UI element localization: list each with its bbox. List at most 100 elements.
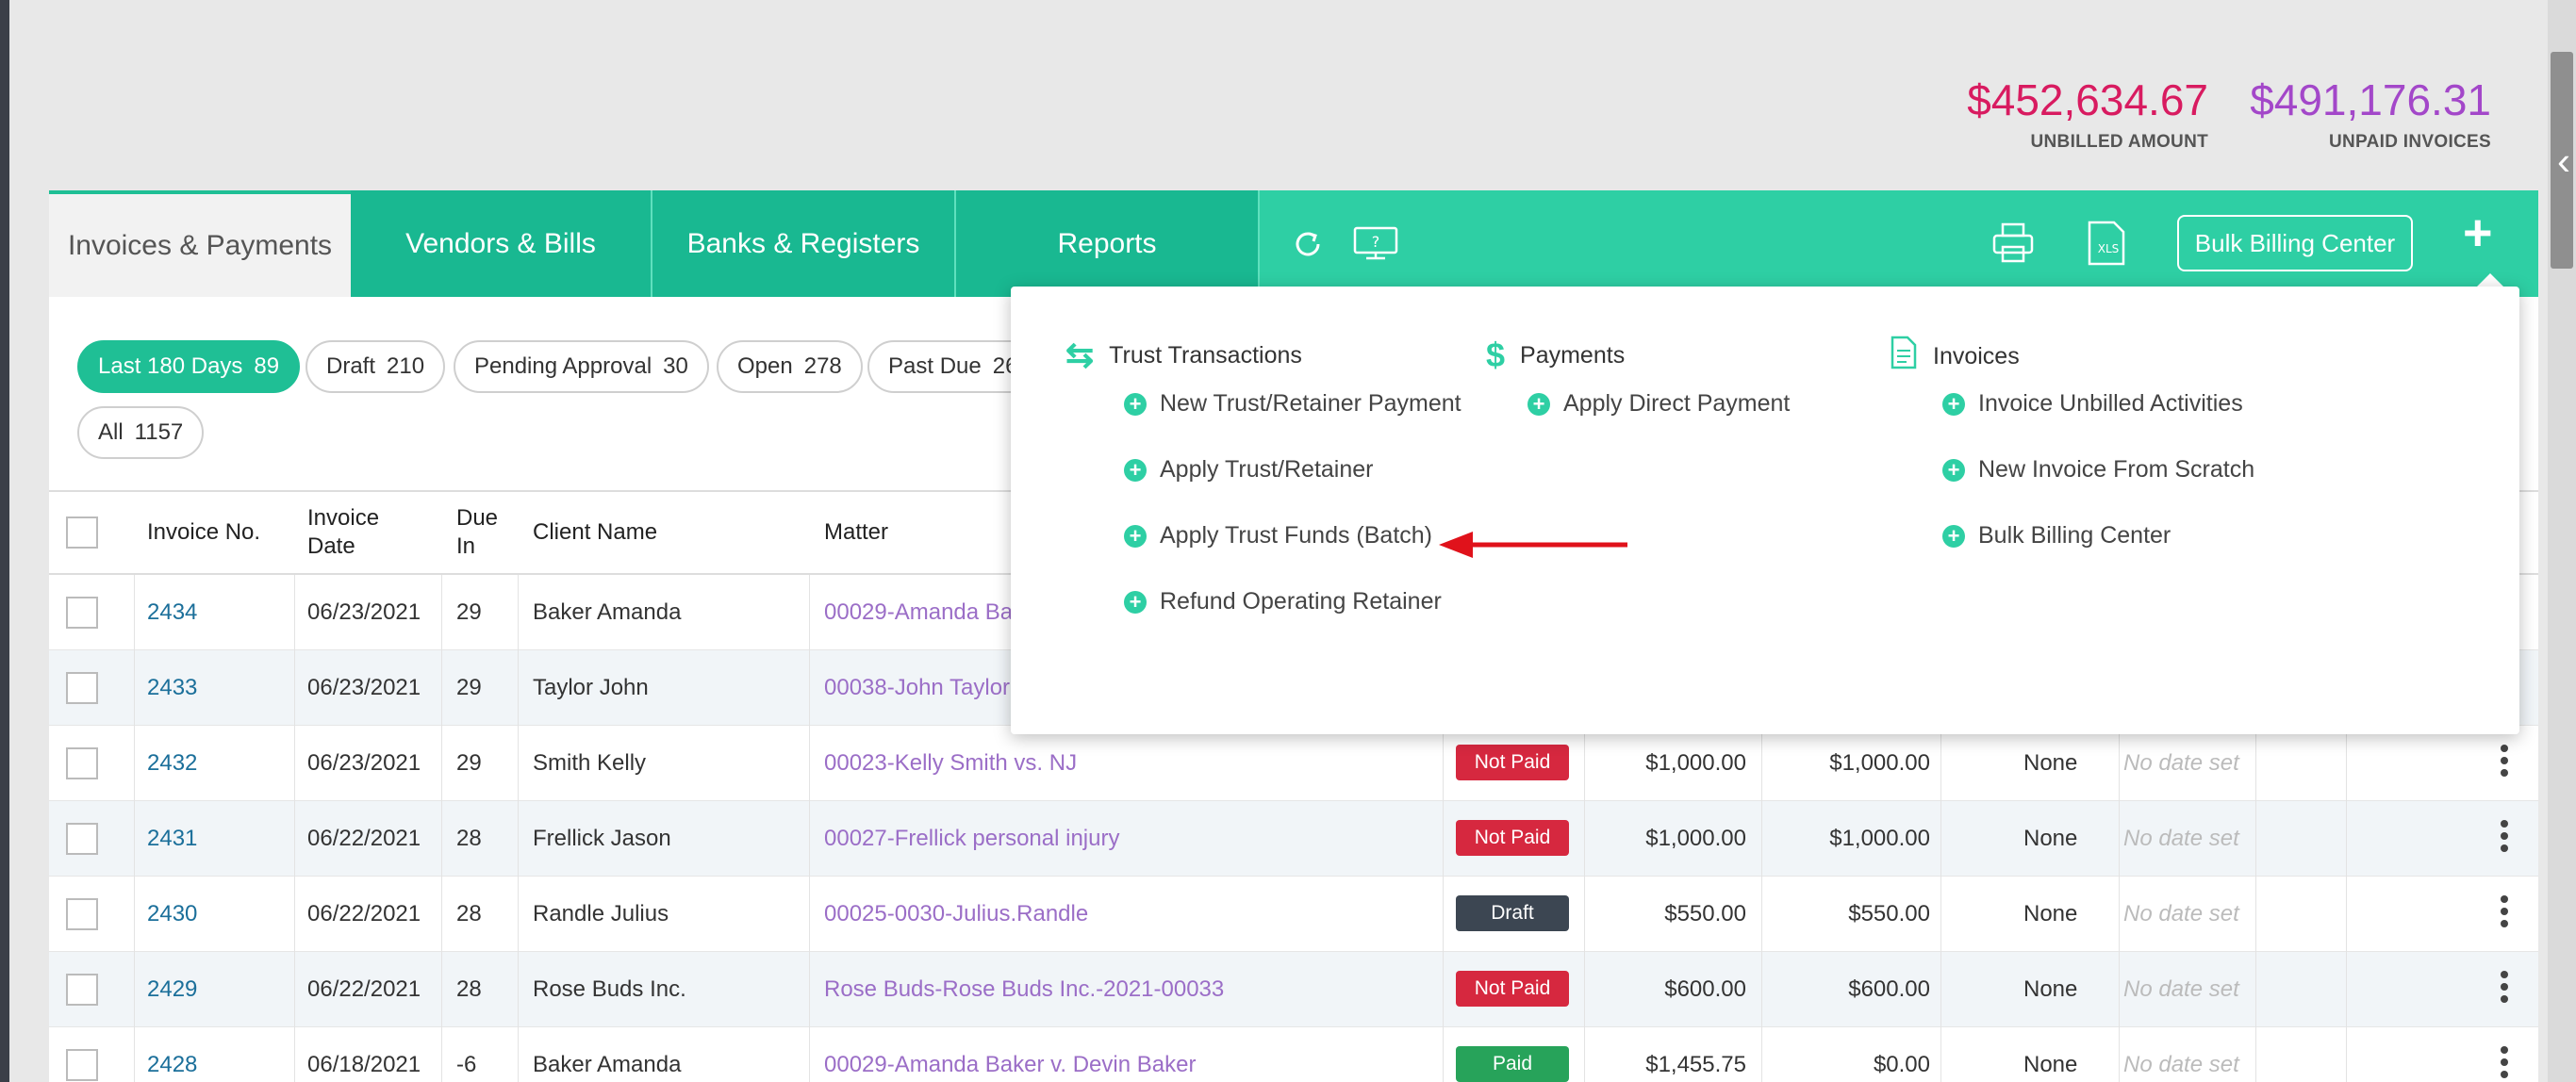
filter-pending-approval[interactable]: Pending Approval 30 <box>454 340 709 393</box>
client-name: Taylor John <box>533 675 649 700</box>
column-divider <box>1761 1027 1762 1082</box>
column-divider <box>2119 726 2120 801</box>
row-checkbox[interactable] <box>66 1049 98 1081</box>
bulk-billing-center-button[interactable]: Bulk Billing Center <box>2177 215 2413 271</box>
header-invoice-date[interactable]: Invoice Date <box>307 505 380 559</box>
client-name: Rose Buds Inc. <box>533 976 686 1002</box>
column-divider <box>1940 877 1941 952</box>
header-due-in[interactable]: Due In <box>456 505 499 559</box>
xls-export-icon[interactable]: XLS <box>2084 221 2131 270</box>
select-all-checkbox[interactable] <box>66 516 98 549</box>
filter-past-due[interactable]: Past Due 26 <box>867 340 1039 393</box>
matter-link[interactable]: 00025-0030-Julius.Randle <box>824 901 1089 926</box>
column-divider <box>294 650 295 726</box>
tab-vendors-bills[interactable]: Vendors & Bills <box>351 190 652 297</box>
trust-applied: None <box>2023 750 2078 776</box>
row-checkbox[interactable] <box>66 974 98 1006</box>
scrollbar-thumb[interactable] <box>2551 52 2573 269</box>
invoice-number-link[interactable]: 2428 <box>147 1052 198 1077</box>
table-row[interactable]: 2428 06/18/2021 -6 Baker Amanda 00029-Amanda… <box>49 1027 2538 1082</box>
filter-count: 1157 <box>134 419 184 445</box>
trust-transactions-heading: ⇆ Trust Transactions <box>1065 336 1302 375</box>
header-matter[interactable]: Matter <box>824 519 889 545</box>
client-name: Baker Amanda <box>533 599 682 625</box>
page-scrollbar[interactable] <box>2548 0 2576 1082</box>
dropdown-caret <box>2475 273 2505 288</box>
due-in: 29 <box>456 750 482 776</box>
table-row[interactable]: 2430 06/22/2021 28 Randle Julius 00025-0030-… <box>49 877 2538 952</box>
invoice-number-link[interactable]: 2431 <box>147 826 198 851</box>
row-checkbox[interactable] <box>66 747 98 779</box>
next-reminder-date: No date set <box>2123 901 2239 926</box>
due-in: 28 <box>456 976 482 1002</box>
table-row[interactable]: 2429 06/22/2021 28 Rose Buds Inc. Rose Buds-… <box>49 952 2538 1027</box>
transfer-arrows-icon: ⇆ <box>1065 336 1095 374</box>
menu-new-invoice-from-scratch[interactable]: + New Invoice From Scratch <box>1942 456 2254 484</box>
invoice-number-link[interactable]: 2429 <box>147 976 198 1002</box>
invoice-date: 06/22/2021 <box>307 826 421 851</box>
table-row[interactable]: 2431 06/22/2021 28 Frellick Jason 00027-Frel… <box>49 801 2538 877</box>
kebab-menu-icon[interactable] <box>2501 895 2508 932</box>
column-divider <box>1940 801 1941 877</box>
printer-icon[interactable] <box>1991 222 2035 269</box>
matter-link[interactable]: 00038-John Taylor <box>824 675 1011 700</box>
row-checkbox[interactable] <box>66 597 98 629</box>
column-divider <box>134 1027 135 1082</box>
column-divider <box>1761 726 1762 801</box>
invoice-number-link[interactable]: 2434 <box>147 599 198 625</box>
tab-invoices-payments[interactable]: Invoices & Payments <box>49 190 351 297</box>
filter-count: 210 <box>387 353 425 379</box>
tab-banks-registers[interactable]: Banks & Registers <box>652 190 956 297</box>
column-divider <box>2255 726 2256 801</box>
row-checkbox[interactable] <box>66 823 98 855</box>
column-divider <box>2119 801 2120 877</box>
filter-count: 89 <box>254 353 280 379</box>
add-new-button[interactable]: + <box>2463 205 2493 261</box>
matter-link[interactable]: 00023-Kelly Smith vs. NJ <box>824 750 1078 776</box>
column-divider <box>441 650 442 726</box>
invoice-number-link[interactable]: 2430 <box>147 901 198 926</box>
help-screen-icon[interactable]: ? <box>1353 226 1398 265</box>
column-divider <box>441 726 442 801</box>
row-checkbox[interactable] <box>66 898 98 930</box>
due-in: 29 <box>456 599 482 625</box>
filter-open[interactable]: Open 278 <box>717 340 863 393</box>
invoice-date: 06/23/2021 <box>307 599 421 625</box>
main-tab-bar: Invoices & Payments Vendors & Bills Bank… <box>49 190 2538 297</box>
menu-new-trust-retainer-payment[interactable]: + New Trust/Retainer Payment <box>1124 390 1461 418</box>
due-in: -6 <box>456 1052 477 1077</box>
filter-all[interactable]: All 1157 <box>77 406 205 459</box>
matter-link[interactable]: Rose Buds-Rose Buds Inc.-2021-00033 <box>824 976 1225 1002</box>
kebab-menu-icon[interactable] <box>2501 971 2508 1008</box>
invoice-balance: $600.00 <box>1848 976 1930 1002</box>
row-checkbox[interactable] <box>66 672 98 704</box>
header-client-name[interactable]: Client Name <box>533 519 658 545</box>
menu-bulk-billing-center[interactable]: + Bulk Billing Center <box>1942 522 2171 549</box>
menu-apply-direct-payment[interactable]: + Apply Direct Payment <box>1527 390 1790 418</box>
column-divider <box>441 801 442 877</box>
filter-count: 30 <box>663 353 688 379</box>
matter-link[interactable]: 00029-Amanda Baker v. Devin Baker <box>824 1052 1197 1077</box>
invoice-number-link[interactable]: 2433 <box>147 675 198 700</box>
kebab-menu-icon[interactable] <box>2501 820 2508 857</box>
menu-apply-trust-retainer[interactable]: + Apply Trust/Retainer <box>1124 456 1374 484</box>
chevron-left-icon[interactable]: ‹ <box>2557 139 2570 183</box>
matter-link[interactable]: 00027-Frellick personal injury <box>824 826 1120 851</box>
next-reminder-date: No date set <box>2123 750 2239 776</box>
table-row[interactable]: 2432 06/23/2021 29 Smith Kelly 00023-Kelly S… <box>49 726 2538 801</box>
tab-reports[interactable]: Reports <box>956 190 1260 297</box>
filter-draft[interactable]: Draft 210 <box>305 340 446 393</box>
menu-apply-trust-funds-batch[interactable]: + Apply Trust Funds (Batch) <box>1124 522 1432 549</box>
invoice-number-link[interactable]: 2432 <box>147 750 198 776</box>
kebab-menu-icon[interactable] <box>2501 745 2508 781</box>
status-badge: Draft <box>1456 895 1569 931</box>
refresh-icon[interactable] <box>1292 228 1324 265</box>
column-divider <box>1443 952 1444 1027</box>
menu-invoice-unbilled-activities[interactable]: + Invoice Unbilled Activities <box>1942 390 2243 418</box>
menu-item-label: Apply Direct Payment <box>1563 390 1791 417</box>
column-divider <box>441 952 442 1027</box>
menu-refund-operating-retainer[interactable]: + Refund Operating Retainer <box>1124 588 1442 615</box>
header-invoice-no[interactable]: Invoice No. <box>147 519 261 545</box>
kebab-menu-icon[interactable] <box>2501 1046 2508 1082</box>
filter-last-180-days[interactable]: Last 180 Days 89 <box>77 340 301 393</box>
